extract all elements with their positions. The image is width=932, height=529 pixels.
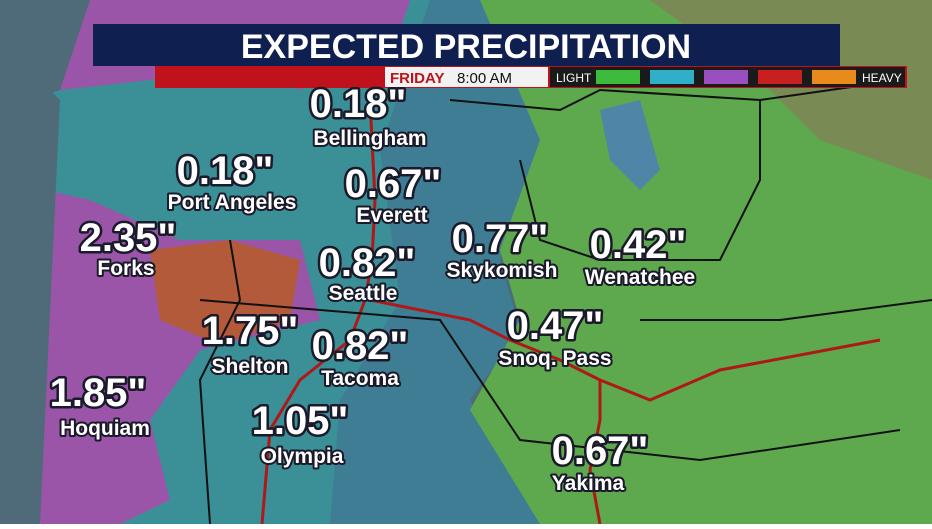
legend-high: HEAVY	[862, 71, 902, 85]
city-name: Port Angeles	[168, 191, 297, 214]
precip-amount: 0.82"	[319, 241, 416, 285]
legend-swatch	[596, 70, 640, 84]
city-name: Yakima	[552, 472, 625, 495]
city-name: Forks	[97, 257, 154, 280]
precip-amount: 0.82"	[312, 324, 409, 368]
roads	[260, 99, 881, 525]
city-name: Everett	[356, 204, 427, 227]
precip-amount: 0.18"	[310, 82, 407, 126]
precip-amount: 0.77"	[452, 217, 549, 261]
city-name: Hoquiam	[60, 417, 150, 440]
precip-amount: 1.85"	[50, 371, 147, 415]
day-label: FRIDAY	[390, 70, 444, 87]
legend-swatch	[758, 70, 802, 84]
time-label: 8:00 AM	[457, 70, 512, 87]
precip-amount: 0.47"	[507, 304, 604, 348]
legend-swatch	[704, 70, 748, 84]
legend-swatch	[812, 70, 856, 84]
city-name: Skykomish	[447, 259, 558, 282]
title: EXPECTED PRECIPITATION	[241, 28, 691, 66]
borders	[198, 79, 932, 525]
precip-amount: 0.67"	[345, 162, 442, 206]
city-name: Olympia	[261, 445, 344, 468]
city-name: Wenatchee	[585, 266, 696, 289]
city-name: Seattle	[329, 282, 398, 305]
precip-amount: 1.05"	[252, 399, 349, 443]
precip-amount: 1.75"	[202, 309, 299, 353]
legend-low: LIGHT	[556, 71, 592, 85]
city-name: Shelton	[212, 355, 289, 378]
legend-swatch	[650, 70, 694, 84]
precip-amount: 0.42"	[590, 223, 687, 267]
city-name: Snoq. Pass	[498, 347, 611, 370]
precip-amount: 0.18"	[177, 149, 274, 193]
precip-amount: 2.35"	[80, 216, 177, 260]
time-box	[385, 67, 548, 87]
city-name: Bellingham	[313, 127, 426, 150]
precip-amount: 0.67"	[552, 429, 649, 473]
city-name: Tacoma	[321, 367, 399, 390]
title-bar	[93, 24, 840, 66]
